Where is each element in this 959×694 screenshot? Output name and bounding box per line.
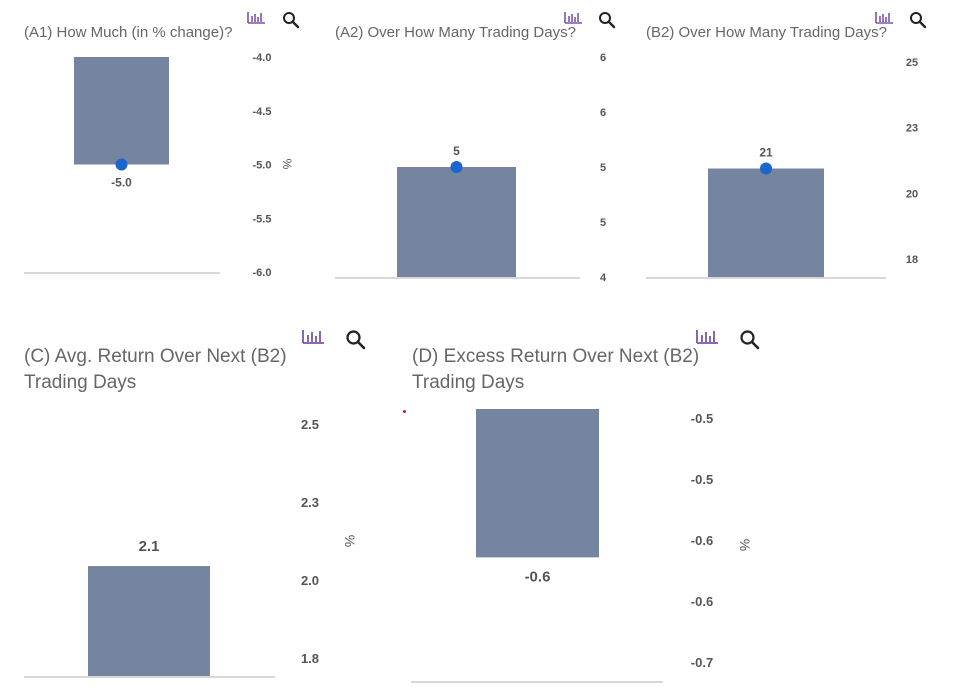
bar <box>708 168 824 277</box>
y-tick-label: -0.5 <box>691 472 713 487</box>
y-axis-unit: % <box>342 535 358 547</box>
y-tick-label: 1.8 <box>301 651 319 666</box>
y-tick-label: -0.6 <box>691 594 713 609</box>
y-tick-label: -0.5 <box>691 411 713 426</box>
y-tick-label: 2.0 <box>301 573 319 588</box>
search-icon[interactable] <box>282 11 300 29</box>
chart-1: -5.0 -4.0 -4.5 -5.0 -5.5 -6.0% <box>24 52 294 279</box>
bar <box>88 566 210 676</box>
data-label: 5 <box>453 144 460 158</box>
search-icon[interactable] <box>345 329 367 351</box>
data-label: -0.6 <box>525 568 551 585</box>
data-label: 2.1 <box>139 538 160 555</box>
y-tick-label: 20 <box>906 188 918 200</box>
bar <box>74 57 169 165</box>
data-label: 21 <box>759 146 773 160</box>
value-marker <box>450 161 463 173</box>
search-icon[interactable] <box>739 329 761 351</box>
y-tick-label: -5.0 <box>253 160 272 172</box>
chart-4: 2.1 2.5 2.3 2.0 1.8% <box>24 417 358 678</box>
chart-title: (C) Avg. Return Over Next (B2) Trading D… <box>24 346 287 393</box>
value-marker <box>760 162 772 175</box>
bar-chart-icon[interactable] <box>562 10 584 26</box>
y-tick-label: 25 <box>906 57 918 69</box>
data-label: -5.0 <box>111 176 132 190</box>
stray-dot <box>403 410 406 413</box>
value-marker <box>115 158 128 171</box>
y-tick-label: -5.5 <box>253 213 272 225</box>
bar-chart-icon[interactable] <box>300 328 326 346</box>
chart-title: (D) Excess Return Over Next (B2) Trading… <box>412 346 700 393</box>
chart-5: -0.6 -0.5 -0.5 -0.6 -0.6 -0.7% <box>411 409 753 683</box>
search-icon[interactable] <box>598 11 616 29</box>
bar <box>397 167 516 277</box>
search-icon[interactable] <box>909 11 927 29</box>
y-tick-label: -4.5 <box>253 106 272 118</box>
y-axis-unit: % <box>280 159 294 170</box>
y-tick-label: -6.0 <box>253 267 272 279</box>
bar-chart-icon[interactable] <box>245 10 267 26</box>
y-tick-label: 6 <box>600 52 606 64</box>
y-tick-label: 23 <box>906 123 918 135</box>
chart-title: (B2) Over How Many Trading Days? <box>646 24 887 41</box>
y-tick-label: 5 <box>600 217 606 229</box>
bar-chart-icon[interactable] <box>873 10 895 26</box>
y-tick-label: 2.5 <box>301 417 319 432</box>
bar <box>476 409 599 558</box>
y-tick-label: 5 <box>600 162 606 174</box>
chart-2: 5 6 6 5 5 4 <box>335 52 607 284</box>
chart-3: 21 25 23 20 18 <box>646 57 918 279</box>
bar-chart-icon[interactable] <box>694 328 720 346</box>
y-axis-unit: % <box>737 539 753 551</box>
y-tick-label: 4 <box>600 272 607 284</box>
y-tick-label: -4.0 <box>253 52 272 64</box>
chart-title: (A1) How Much (in % change)? <box>24 24 233 41</box>
y-tick-label: 2.3 <box>301 495 319 510</box>
y-tick-label: 18 <box>906 254 918 266</box>
y-tick-label: 6 <box>600 107 606 119</box>
y-tick-label: -0.7 <box>691 655 713 670</box>
chart-title: (A2) Over How Many Trading Days? <box>335 24 576 41</box>
y-tick-label: -0.6 <box>691 533 713 548</box>
